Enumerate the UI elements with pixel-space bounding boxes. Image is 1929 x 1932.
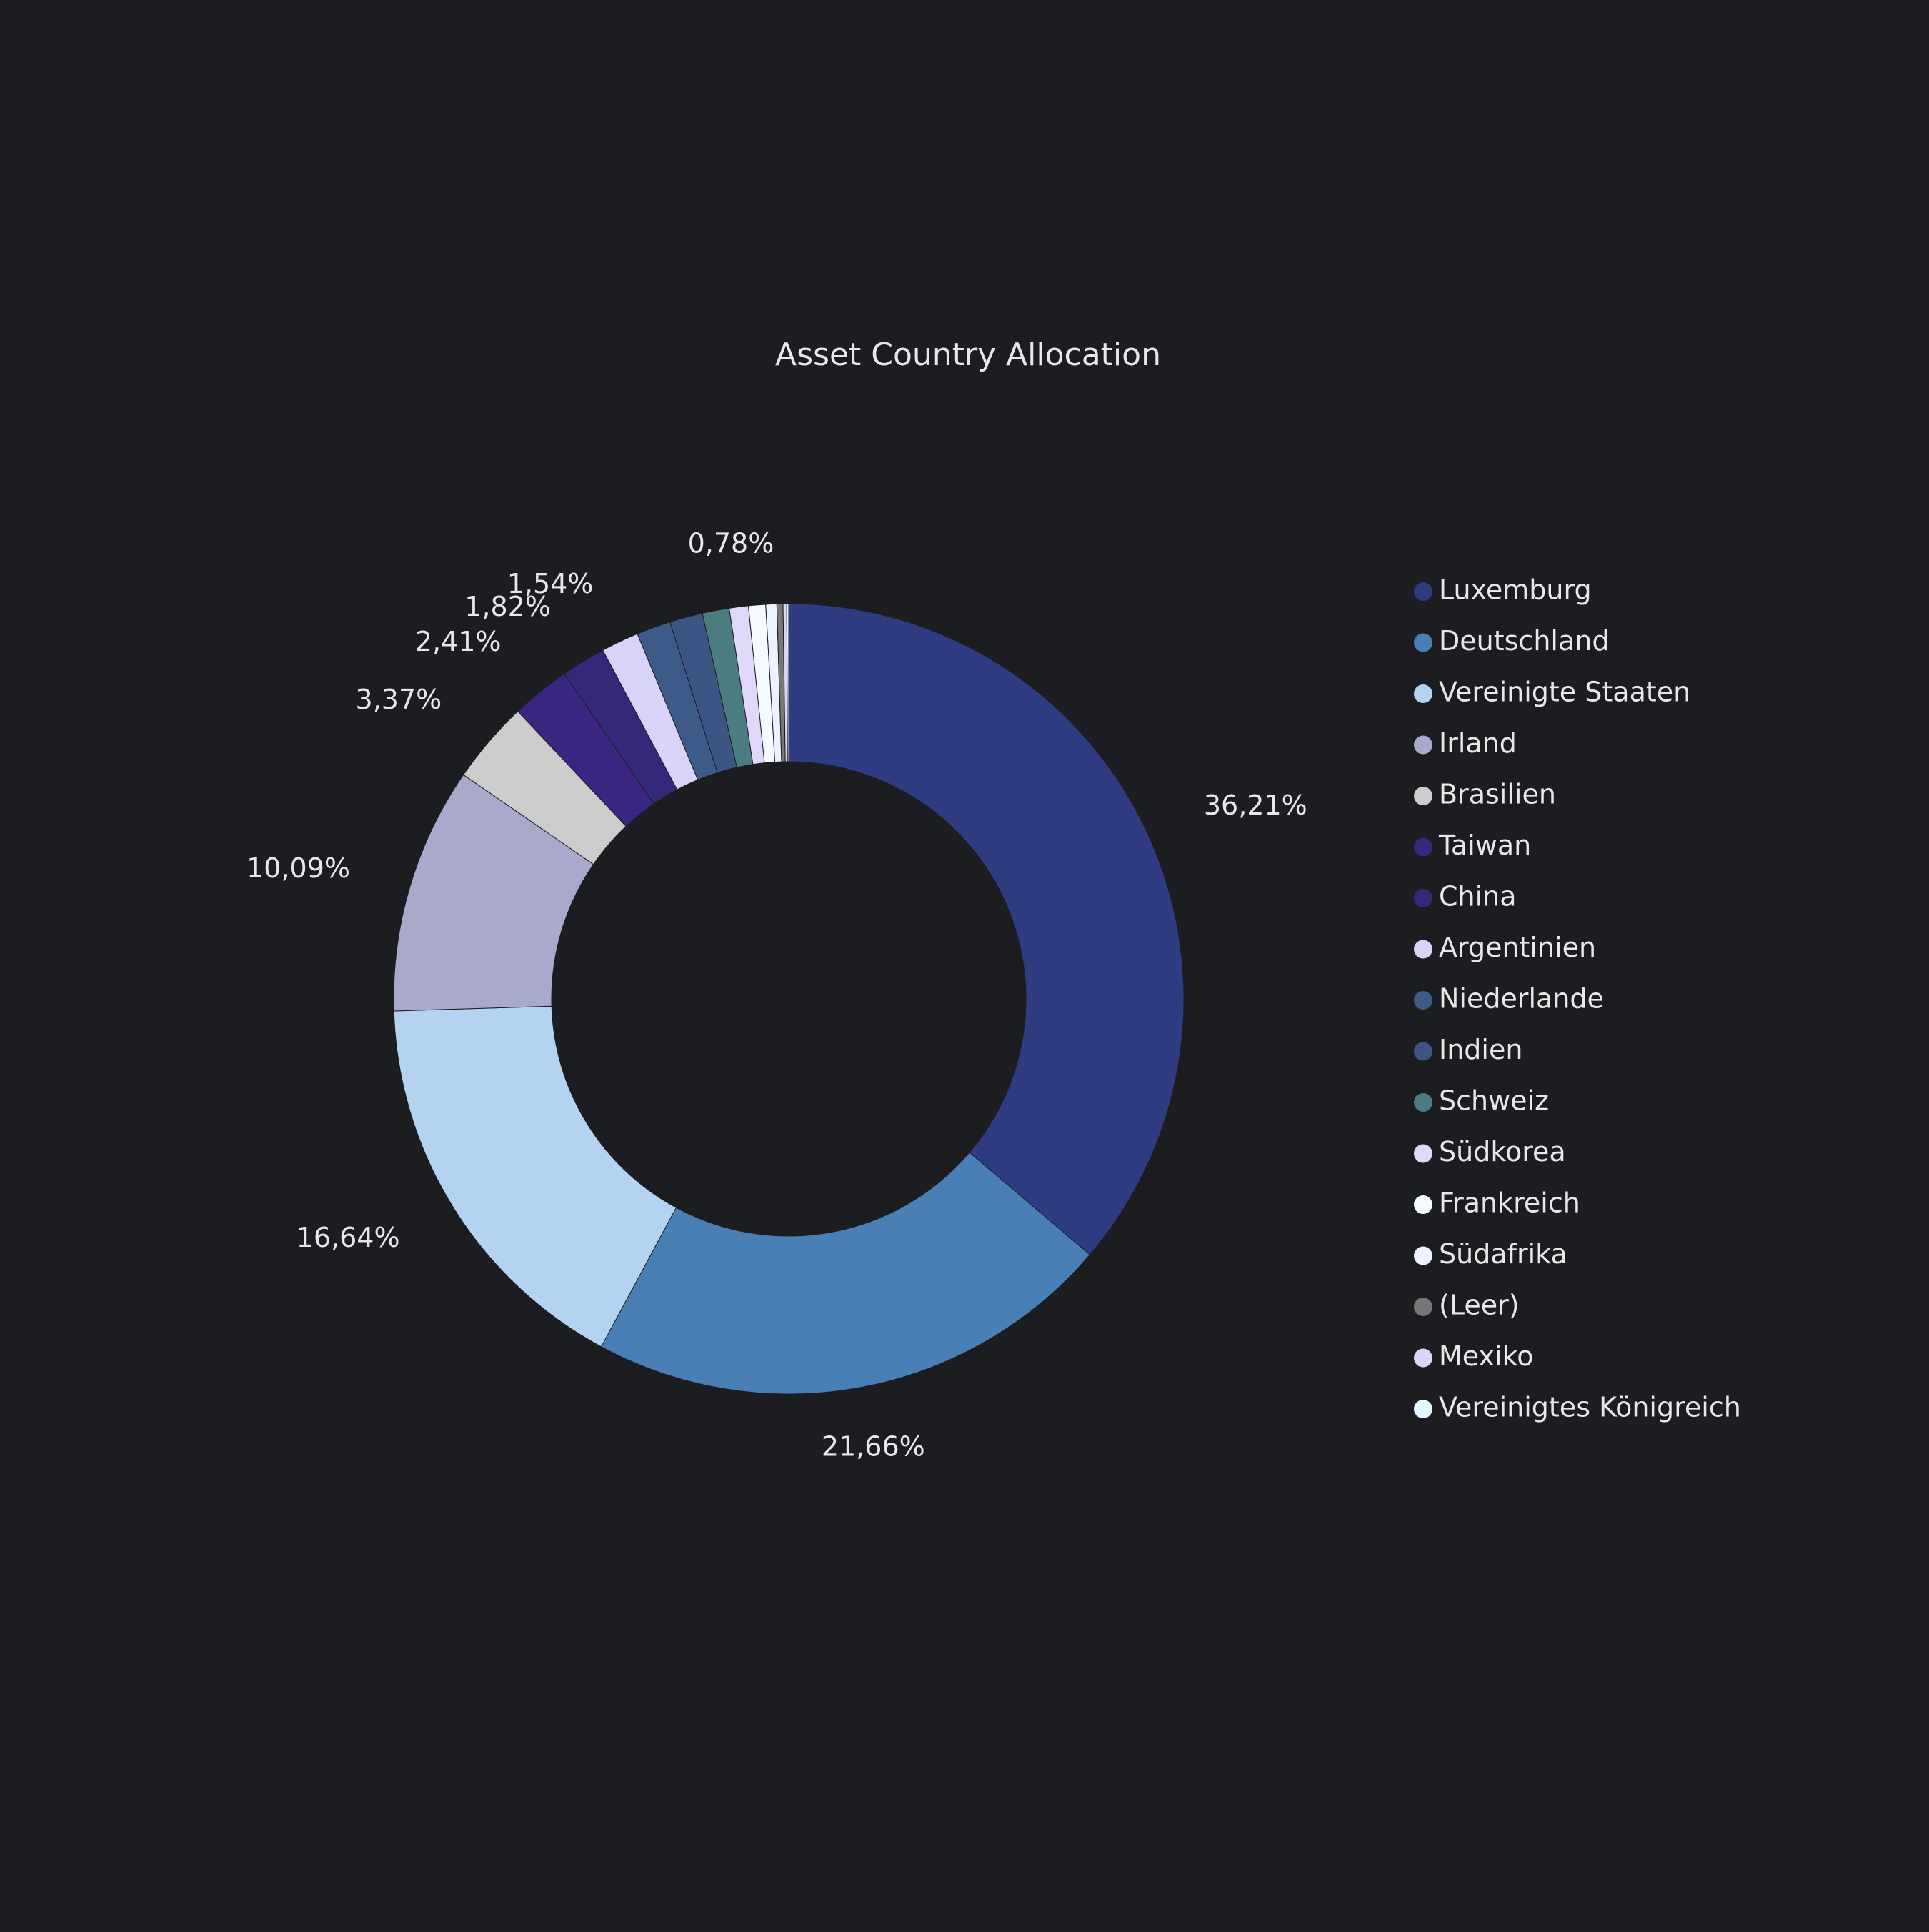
slice-label: 10,09% xyxy=(246,852,350,884)
legend-marker xyxy=(1414,735,1432,755)
legend-label: Südkorea xyxy=(1439,1136,1566,1167)
legend-marker xyxy=(1414,940,1432,959)
legend-label: Vereinigte Staaten xyxy=(1439,677,1690,708)
slice-label: 36,21% xyxy=(1204,790,1307,821)
legend-marker xyxy=(1414,1093,1432,1112)
slice xyxy=(786,603,789,762)
legend-marker xyxy=(1414,1246,1432,1265)
legend-marker xyxy=(1414,991,1432,1010)
slice-label: 1,82% xyxy=(464,591,551,622)
legend-label: China xyxy=(1439,881,1517,912)
legend-marker xyxy=(1414,1298,1432,1316)
legend-marker xyxy=(1414,1400,1432,1418)
legend-marker xyxy=(1414,684,1432,703)
legend-label: Südafrika xyxy=(1439,1238,1567,1270)
legend-label: Taiwan xyxy=(1438,830,1531,861)
legend-marker xyxy=(1414,787,1432,805)
slice-label: 1,54% xyxy=(507,568,594,599)
legend-label: Vereinigtes Königreich xyxy=(1439,1392,1741,1423)
slice xyxy=(393,1005,677,1348)
legend-label: Mexiko xyxy=(1439,1340,1533,1372)
legend-marker xyxy=(1414,582,1432,601)
legend-marker xyxy=(1414,1042,1432,1061)
legend-marker xyxy=(1414,1144,1432,1163)
legend-label: Brasilien xyxy=(1439,779,1556,810)
slice xyxy=(788,603,1185,1255)
legend-marker xyxy=(1414,1348,1432,1368)
legend-marker xyxy=(1414,633,1432,652)
legend-label: Schweiz xyxy=(1439,1085,1549,1117)
legend-label: Indien xyxy=(1439,1034,1522,1065)
legend-label: Deutschland xyxy=(1439,625,1609,657)
legend-label: Niederlande xyxy=(1439,983,1604,1015)
legend-label: Irland xyxy=(1439,727,1517,759)
legend-label: Frankreich xyxy=(1439,1187,1580,1219)
legend-marker xyxy=(1414,837,1432,857)
legend-label: Argentinien xyxy=(1439,932,1596,963)
slice-label: 2,41% xyxy=(415,626,502,657)
slice-label: 0,78% xyxy=(688,528,774,559)
legend-label: Luxemburg xyxy=(1439,574,1592,606)
slice xyxy=(600,1152,1091,1395)
legend-marker xyxy=(1414,1195,1432,1214)
legend-label: (Leer) xyxy=(1439,1290,1520,1321)
legend-marker xyxy=(1414,889,1432,907)
slice-label: 3,37% xyxy=(356,684,442,715)
chart-title: Asset Country Allocation xyxy=(775,337,1161,373)
slice-label: 21,66% xyxy=(822,1430,925,1462)
slice-label: 16,64% xyxy=(296,1222,400,1253)
